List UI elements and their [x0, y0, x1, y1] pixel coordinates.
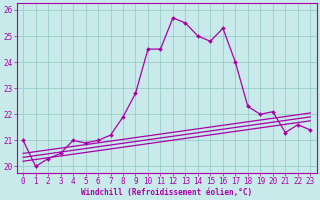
- X-axis label: Windchill (Refroidissement éolien,°C): Windchill (Refroidissement éolien,°C): [81, 188, 252, 197]
